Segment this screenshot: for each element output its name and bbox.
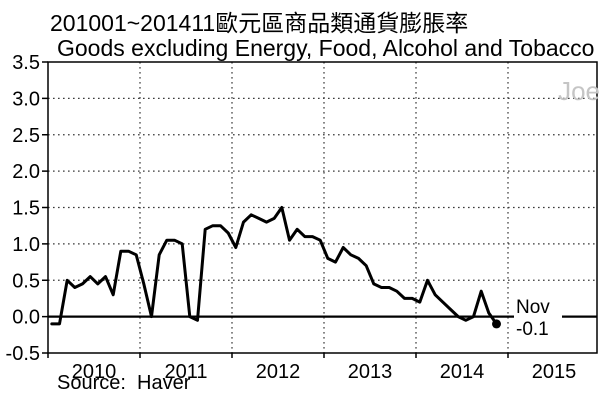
y-axis-label: 0.0 <box>12 307 40 329</box>
y-axis-label: 0.5 <box>12 270 40 292</box>
y-axis-label: 2.5 <box>12 125 40 147</box>
watermark: Joe <box>558 76 600 106</box>
x-axis-label: 2015 <box>532 361 577 383</box>
y-axis-label: 3.0 <box>12 88 40 110</box>
y-axis-label: 2.0 <box>12 161 40 183</box>
y-axis-label: 3.5 <box>12 52 40 74</box>
x-axis-label: 2010 <box>72 361 117 383</box>
x-axis-label: 2011 <box>164 361 207 383</box>
last-point-annotation: Nov -0.1 <box>514 297 562 341</box>
y-axis-label: 1.5 <box>12 198 40 220</box>
chart-subtitle: Goods excluding Energy, Food, Alcohol an… <box>57 35 595 61</box>
x-axis-label: 2012 <box>256 361 301 383</box>
last-point-marker <box>492 319 501 329</box>
plot-frame <box>47 61 598 354</box>
chart-title: 201001~201411歐元區商品類通貨膨脹率 <box>50 10 469 36</box>
source-credit: Source: Haver <box>57 372 191 394</box>
annotation-month-label: Nov <box>516 297 550 318</box>
data-line <box>50 206 498 326</box>
x-axis-label: 2013 <box>348 361 393 383</box>
annotation-value-label: -0.1 <box>516 319 549 340</box>
x-axis-label: 2014 <box>440 361 485 383</box>
y-axis-label: 1.0 <box>12 234 40 256</box>
y-axis-label: -0.5 <box>6 343 40 365</box>
